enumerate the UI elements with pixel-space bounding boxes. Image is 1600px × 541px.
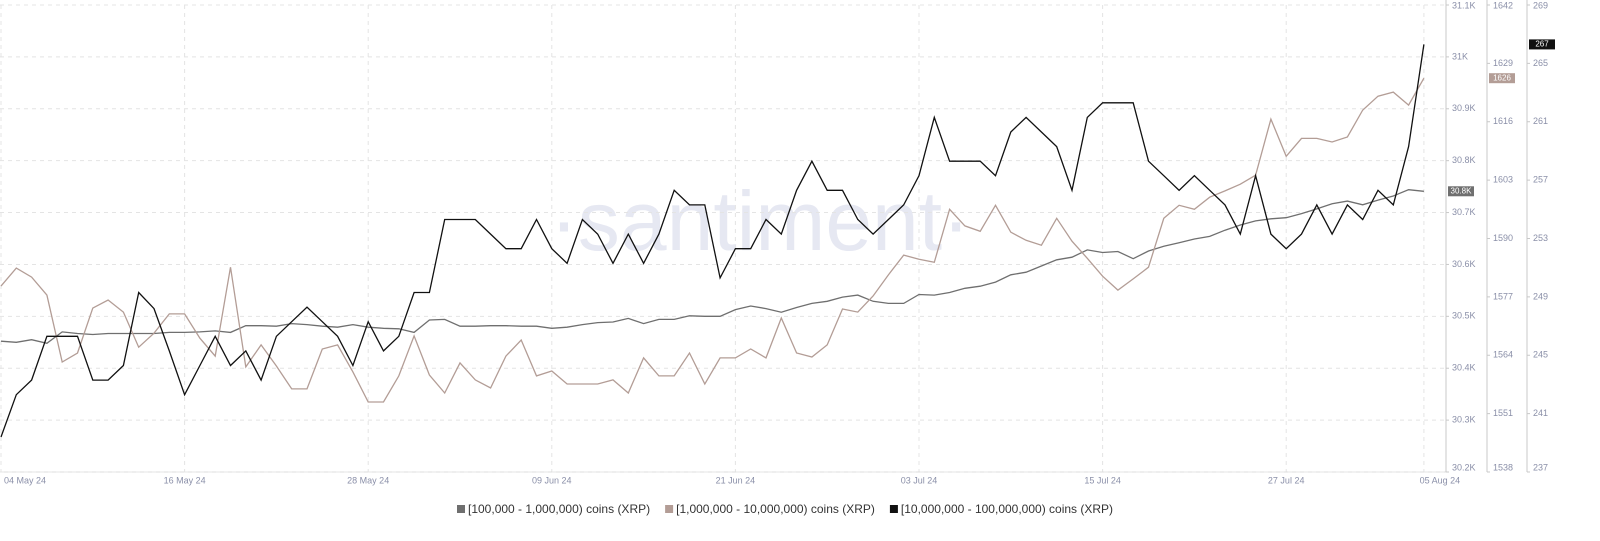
current-value-badge: [1448, 186, 1474, 197]
y-tick-label: 1551: [1493, 408, 1513, 418]
legend-label: [100,000 - 1,000,000) coins (XRP): [468, 502, 650, 516]
series-line: [0, 44, 1425, 438]
legend-label: [10,000,000 - 100,000,000) coins (XRP): [901, 502, 1113, 516]
y-tick-label: 31.1K: [1452, 0, 1476, 10]
y-tick-label: 257: [1533, 175, 1548, 185]
x-tick-label: 27 Jul 24: [1268, 475, 1305, 485]
y-tick-label: 30.3K: [1452, 414, 1476, 424]
x-tick-label: 15 Jul 24: [1084, 475, 1121, 485]
current-value-label: 30.8K: [1451, 186, 1473, 195]
y-tick-label: 253: [1533, 233, 1548, 243]
y-tick-label: 30.7K: [1452, 207, 1476, 217]
legend-swatch: [889, 505, 898, 513]
y-tick-label: 1642: [1493, 0, 1513, 10]
series-line: [0, 189, 1424, 345]
y-tick-label: 261: [1533, 116, 1548, 126]
y-tick-label: 241: [1533, 408, 1548, 418]
x-tick-label: 28 May 24: [347, 475, 389, 485]
y-tick-label: 237: [1533, 462, 1548, 472]
y-tick-label: 30.6K: [1452, 259, 1476, 269]
y-tick-label: 265: [1533, 58, 1548, 68]
current-value-badge: [1529, 39, 1555, 50]
current-value-label: 267: [1535, 40, 1549, 49]
x-tick-label: 21 Jun 24: [716, 475, 756, 485]
legend-swatch: [457, 505, 465, 513]
x-tick-label: 09 Jun 24: [532, 475, 572, 485]
y-tick-label: 30.9K: [1452, 103, 1476, 113]
x-tick-label: 16 May 24: [164, 475, 206, 485]
legend-swatch: [665, 505, 674, 513]
y-tick-label: 245: [1533, 350, 1548, 360]
y-tick-label: 30.5K: [1452, 311, 1476, 321]
x-tick-label: 04 May 24: [4, 475, 46, 485]
legend-label: [1,000,000 - 10,000,000) coins (XRP): [676, 502, 875, 516]
y-tick-label: 1616: [1493, 116, 1513, 126]
y-tick-label: 1538: [1493, 462, 1513, 472]
y-tick-label: 1590: [1493, 233, 1513, 243]
y-tick-label: 1577: [1493, 291, 1513, 301]
y-tick-label: 30.8K: [1452, 155, 1476, 165]
current-value-label: 1626: [1493, 73, 1511, 82]
x-tick-label: 05 Aug 24: [1420, 475, 1461, 485]
y-tick-label: 1564: [1493, 350, 1513, 360]
series-line: [0, 77, 1425, 403]
y-tick-label: 30.4K: [1452, 363, 1476, 373]
y-tick-label: 249: [1533, 291, 1548, 301]
x-tick-label: 03 Jul 24: [901, 475, 938, 485]
y-tick-label: 31K: [1452, 51, 1468, 61]
y-tick-label: 1629: [1493, 58, 1513, 68]
y-tick-label: 30.2K: [1452, 462, 1476, 472]
y-tick-label: 1603: [1493, 175, 1513, 185]
y-tick-label: 269: [1533, 0, 1548, 10]
current-value-badge: [1489, 73, 1515, 84]
watermark: ·santiment·: [550, 174, 970, 268]
